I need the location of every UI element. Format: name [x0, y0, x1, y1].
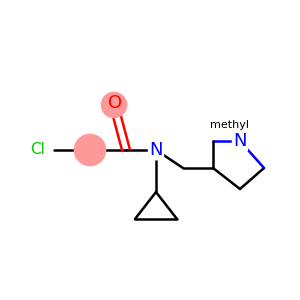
Text: methyl: methyl — [210, 120, 249, 130]
Text: O: O — [108, 94, 123, 112]
Circle shape — [74, 134, 106, 166]
Text: Cl: Cl — [30, 142, 45, 158]
Text: N: N — [233, 132, 247, 150]
Text: N: N — [149, 141, 163, 159]
Circle shape — [101, 92, 127, 118]
